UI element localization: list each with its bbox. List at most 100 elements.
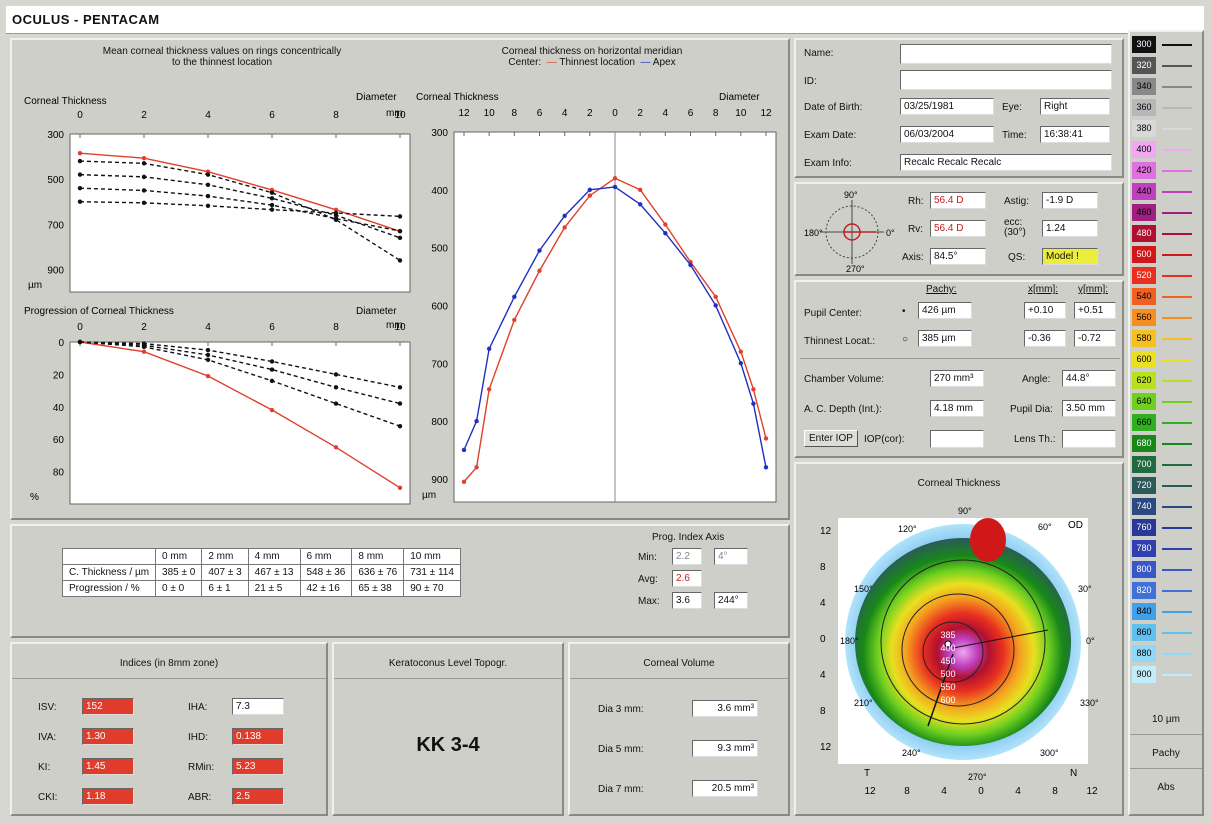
- table-cell: 467 ± 13: [247, 564, 301, 581]
- x-tick-label: 12: [458, 108, 470, 119]
- exam-date-field[interactable]: 06/03/2004: [900, 126, 994, 143]
- scale-swatch: 500: [1132, 246, 1156, 263]
- data-point: [77, 185, 83, 191]
- data-point: [713, 294, 718, 299]
- ecc-label: ecc: (30°): [1004, 218, 1026, 238]
- map-thickness-field: [855, 538, 1071, 746]
- data-point: [397, 235, 403, 241]
- data-point: [663, 222, 668, 227]
- scale-swatch: 700: [1132, 456, 1156, 473]
- x-tick-label: 8: [512, 108, 518, 119]
- scale-swatch: 340: [1132, 78, 1156, 95]
- data-point: [205, 193, 211, 199]
- lens-th-field[interactable]: [1062, 430, 1116, 448]
- rings-title-line1: Mean corneal thickness values on rings c…: [102, 46, 342, 57]
- thinnest-locat-label: Thinnest Locat.:: [804, 336, 876, 347]
- data-point: [333, 372, 339, 377]
- dob-field[interactable]: 03/25/1981: [900, 98, 994, 115]
- data-point: [474, 418, 479, 424]
- y-tick-label: 800: [431, 417, 448, 428]
- compass-90: 90°: [844, 190, 858, 200]
- pupil-dia-value: 3.50 mm: [1062, 400, 1116, 417]
- scale-swatch: 640: [1132, 393, 1156, 410]
- table-cell: 407 ± 3: [201, 564, 249, 581]
- axis-compass-icon: 90° 270° 180° 0°: [804, 190, 895, 274]
- map-degree-label: 30°: [1078, 584, 1092, 594]
- map-x-tick: 4: [1015, 786, 1021, 797]
- scale-swatch: 400: [1132, 141, 1156, 158]
- index-value: 2.5: [232, 788, 284, 805]
- data-point: [763, 465, 769, 470]
- scale-abs-button[interactable]: Abs: [1157, 782, 1175, 793]
- map-contour-value: 500: [940, 669, 955, 679]
- enter-iop-button[interactable]: Enter IOP: [804, 430, 858, 447]
- map-contour-value: 400: [940, 643, 955, 653]
- prog-avg-label: Avg:: [638, 574, 658, 585]
- pupil-dia-label: Pupil Dia:: [1010, 404, 1053, 415]
- prog-index-title: Prog. Index Axis: [652, 532, 725, 543]
- pupil-divider: [800, 358, 1120, 359]
- map-degree-label: 330°: [1080, 698, 1099, 708]
- data-point: [637, 202, 643, 207]
- eye-field[interactable]: Right: [1040, 98, 1110, 115]
- chamber-volume-label: Chamber Volume:: [804, 374, 885, 385]
- data-point: [397, 385, 403, 390]
- data-point: [141, 188, 147, 193]
- map-degree-label: 210°: [854, 698, 873, 708]
- scale-swatch: 540: [1132, 288, 1156, 305]
- eye-label: Eye:: [1002, 102, 1023, 113]
- data-point: [751, 401, 756, 406]
- chamber-volume-value: 270 mm³: [930, 370, 984, 387]
- angle-label: Angle:: [1022, 374, 1051, 385]
- index-label: ABR:: [188, 792, 212, 803]
- patient-panel: Name: ID: Date of Birth: 03/25/1981 Eye:…: [794, 38, 1124, 178]
- x-tick-label: 2: [141, 322, 147, 333]
- scale-tick: [1162, 149, 1192, 151]
- time-field[interactable]: 16:38:41: [1040, 126, 1110, 143]
- scale-pachy-button[interactable]: Pachy: [1152, 748, 1180, 759]
- iop-field[interactable]: [930, 430, 984, 448]
- table-row: C. Thickness / µm 385 ± 0 407 ± 3 467 ± 13 5…: [61, 564, 461, 581]
- map-title: Corneal Thickness: [917, 478, 1001, 489]
- data-point: [269, 202, 275, 208]
- scale-swatch: 440: [1132, 183, 1156, 200]
- keratoconus-title: Keratoconus Level Topogr.: [388, 658, 508, 669]
- scale-swatch: 900: [1132, 666, 1156, 683]
- index-label: IHA:: [188, 702, 208, 713]
- scale-swatch: 780: [1132, 540, 1156, 557]
- id-field[interactable]: [900, 70, 1112, 90]
- data-point: [269, 407, 275, 413]
- name-field[interactable]: [900, 44, 1112, 64]
- index-value: 1.45: [82, 758, 134, 775]
- x-tick-label: 4: [205, 322, 211, 333]
- indices-title: Indices (in 8mm zone): [119, 658, 219, 669]
- scale-tick: [1162, 422, 1192, 424]
- data-point: [77, 172, 83, 177]
- y-tick-label: 500: [47, 175, 64, 186]
- x-tick-label: 0: [612, 108, 618, 119]
- ac-depth-value: 4.18 mm: [930, 400, 984, 417]
- map-degree-label: 0°: [1086, 636, 1095, 646]
- thickness-map-panel: Corneal Thickness: [794, 462, 1124, 816]
- data-point: [269, 367, 275, 372]
- scale-tick: [1162, 653, 1192, 655]
- app-title: OCULUS - PENTACAM: [12, 12, 160, 27]
- scale-swatch: 600: [1132, 351, 1156, 368]
- table-cell: 548 ± 36: [299, 564, 353, 581]
- map-ring-2: [901, 593, 1015, 707]
- indices-divider: [12, 678, 326, 679]
- map-x-tick: 0: [978, 786, 984, 797]
- chart2-title: Progression of Corneal Thickness: [24, 306, 174, 317]
- data-point: [512, 317, 517, 323]
- series-line-4: [79, 160, 401, 261]
- thinnest-point-icon: [944, 640, 952, 648]
- scale-swatch: 880: [1132, 645, 1156, 662]
- pupil-center-label: Pupil Center:: [804, 308, 862, 319]
- exam-info-field[interactable]: Recalc Recalc Recalc: [900, 154, 1112, 171]
- index-value: 7.3: [232, 698, 284, 715]
- angle-value: 44.8°: [1062, 370, 1116, 387]
- series-line-2: [79, 341, 401, 405]
- scale-swatch: 320: [1132, 57, 1156, 74]
- data-point: [141, 349, 147, 354]
- scale-tick: [1162, 317, 1192, 319]
